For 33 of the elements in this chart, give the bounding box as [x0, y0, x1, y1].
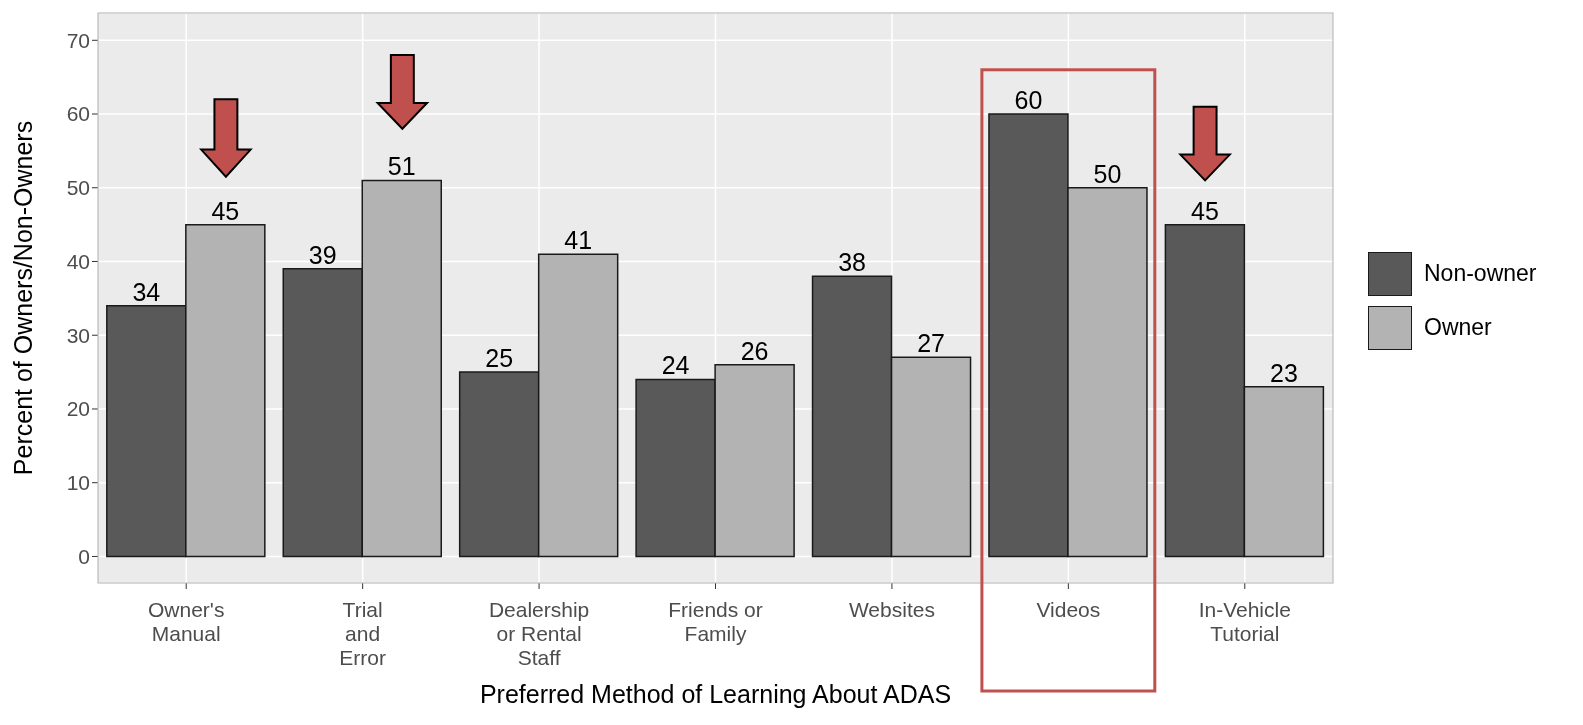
data-label: 51: [387, 152, 416, 181]
data-label: 45: [1190, 196, 1219, 225]
x-tick-label: Owner's Manual: [148, 598, 225, 645]
data-label: 38: [838, 248, 866, 277]
x-tick-label: Friends or Family: [668, 598, 763, 645]
x-tick-label: In-Vehicle Tutorial: [1198, 598, 1291, 645]
y-tick-label: 20: [66, 397, 90, 421]
data-label: 60: [1014, 86, 1043, 115]
data-label: 23: [1269, 358, 1298, 387]
y-axis-title: Percent of Owners/Non-Owners: [8, 120, 37, 476]
data-label: 27: [917, 329, 945, 358]
x-tick-label: Dealership or Rental Staff: [488, 598, 590, 669]
legend-label: Non-owner: [1424, 260, 1537, 287]
x-tick-label: Videos: [1036, 598, 1101, 621]
x-tick-label: Trial and Error: [339, 598, 386, 669]
data-label: 41: [564, 226, 593, 255]
x-tick-label: Websites: [848, 598, 935, 621]
data-label: 50: [1093, 159, 1122, 188]
data-label: 45: [211, 196, 240, 225]
y-tick-label: 70: [66, 28, 90, 52]
y-tick-label: 10: [66, 471, 90, 495]
y-tick-label: 0: [78, 544, 90, 568]
y-tick-label: 50: [66, 176, 90, 200]
y-tick-label: 30: [66, 323, 90, 347]
data-label: 26: [740, 336, 769, 365]
data-label: 25: [485, 344, 514, 373]
y-tick-label: 60: [66, 102, 90, 126]
x-axis-title: Preferred Method of Learning About ADAS: [479, 680, 952, 708]
data-label: 39: [308, 240, 337, 269]
data-label: 24: [661, 351, 690, 380]
data-label: 34: [132, 277, 161, 306]
y-tick-label: 40: [66, 249, 90, 273]
legend-label: Owner: [1424, 314, 1492, 341]
